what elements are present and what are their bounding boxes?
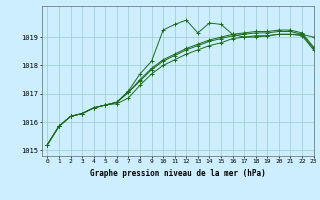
X-axis label: Graphe pression niveau de la mer (hPa): Graphe pression niveau de la mer (hPa) [90, 169, 266, 178]
